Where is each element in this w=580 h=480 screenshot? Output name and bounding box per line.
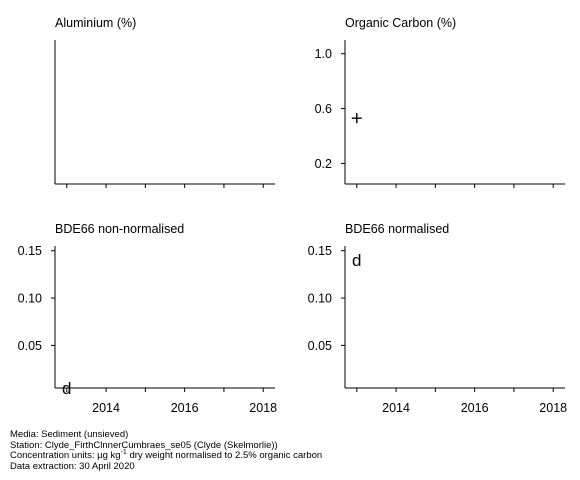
- x-tick-label: 2014: [92, 401, 120, 415]
- y-tick-label: 0.15: [308, 244, 332, 258]
- chart-panel: Aluminium (%): [54, 16, 275, 188]
- panel-title: Aluminium (%): [55, 16, 136, 30]
- data-point: d: [62, 379, 71, 398]
- station-note: Station: Clyde_FirthClnnerCumbraes_se05 …: [10, 439, 278, 451]
- extraction-note: Data extraction: 30 April 2020: [10, 460, 135, 472]
- data-point: [351, 113, 362, 124]
- chart-panel: BDE66 non-normalised 2014 2016 2018 0.05 0.10…: [18, 222, 278, 415]
- chart-panel: Organic Carbon (%) 0.2 0.6 1.0: [315, 16, 565, 188]
- x-tick-label: 2016: [171, 401, 199, 415]
- chart-footer: Media: Sediment (unsieved) Station: Clyd…: [10, 429, 570, 472]
- units-suffix: dry weight normalised to 2.5% organic ca…: [126, 450, 323, 461]
- y-tick-label: 0.6: [315, 102, 332, 116]
- y-tick-label: 0.10: [18, 292, 42, 306]
- units-exponent: -1: [120, 448, 127, 456]
- media-note: Media: Sediment (unsieved): [10, 429, 129, 440]
- y-tick-label: 1.0: [315, 47, 332, 61]
- panel-title: BDE66 non-normalised: [55, 222, 184, 236]
- y-tick-label: 0.05: [18, 339, 42, 353]
- chart-figure: Aluminium (%) Organic Carbon (%) 0.2 0.6 1.0…: [18, 16, 568, 415]
- data-point: d: [352, 251, 361, 270]
- chart-panel: BDE66 normalised 2014 2016 2018 0.05 0.10 0.15…: [308, 222, 568, 415]
- panel-title: BDE66 normalised: [345, 222, 449, 236]
- y-tick-label: 0.15: [18, 244, 42, 258]
- y-tick-label: 0.10: [308, 292, 332, 306]
- units-note: Concentration units: µg kg-1 dry weight …: [10, 448, 570, 462]
- panel-title: Organic Carbon (%): [345, 16, 456, 30]
- x-tick-label: 2018: [249, 401, 277, 415]
- units-prefix: Concentration units: µg kg: [10, 450, 121, 461]
- y-tick-label: 0.2: [315, 157, 332, 171]
- x-tick-label: 2018: [539, 401, 567, 415]
- x-tick-label: 2014: [382, 401, 410, 415]
- y-tick-label: 0.05: [308, 339, 332, 353]
- x-tick-label: 2016: [461, 401, 489, 415]
